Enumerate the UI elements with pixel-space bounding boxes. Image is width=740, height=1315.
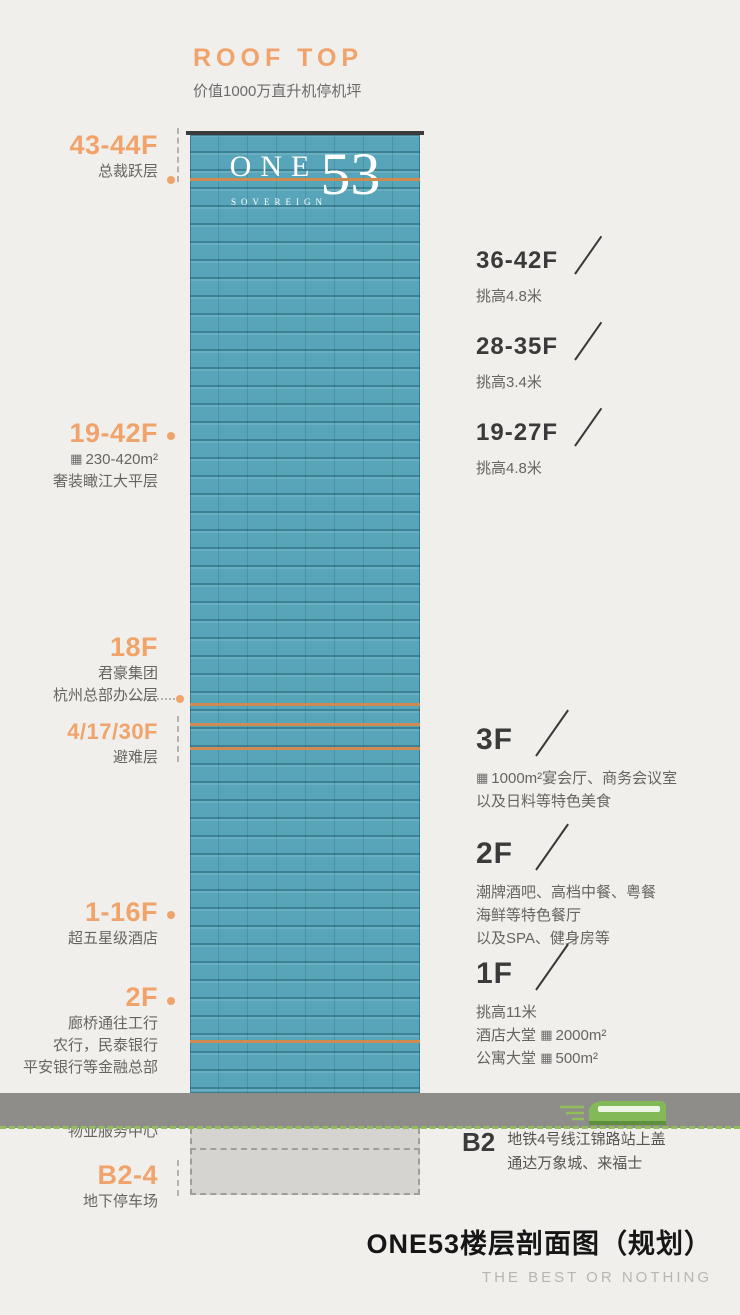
roof-title: ROOF TOP	[193, 44, 364, 72]
leader-dot	[176, 695, 184, 703]
slash-line	[574, 235, 603, 275]
building-logo: ONE 53 SOVEREIGN	[190, 141, 420, 207]
accent-floor-line	[190, 747, 420, 750]
slash-line	[535, 823, 569, 871]
slash-line	[574, 321, 603, 361]
floor-range: 4/17/30F	[67, 719, 158, 744]
area-icon: ▦	[540, 1027, 553, 1042]
right-label-2f: 2F 潮牌酒吧、高档中餐、粤餐 海鲜等特色餐厅 以及SPA、健身房等	[476, 823, 656, 950]
leader-line	[177, 1160, 179, 1196]
floor-range: 36-42F	[476, 235, 603, 276]
leader-line	[177, 716, 179, 762]
train-icon	[558, 1096, 670, 1133]
diagram-title: ONE53楼层剖面图（规划）	[366, 1229, 712, 1259]
station-code: B2	[462, 1127, 496, 1157]
left-label-b2-4: B2-4 地下停车场	[0, 1160, 158, 1213]
floor-range: 19-42F	[69, 418, 158, 448]
basement-outline	[190, 1128, 420, 1195]
leader-dot	[167, 997, 175, 1005]
leader-dot	[167, 432, 175, 440]
floor-range: 18F	[109, 632, 158, 662]
basement-divider	[190, 1148, 420, 1150]
area-icon: ▦	[70, 451, 83, 466]
accent-floor-line	[190, 1040, 420, 1043]
floor-range: 1-16F	[84, 897, 158, 927]
roof-line	[186, 131, 424, 135]
subway-station-label: B2 地铁4号线江锦路站上盖 通达万象城、来福士	[462, 1127, 666, 1172]
floor-range: 19-27F	[476, 407, 603, 448]
leader-line	[177, 128, 179, 182]
floor-range: 3F	[476, 709, 569, 758]
left-label-19-42f: 19-42F ▦ 230-420m² 奢装瞰江大平层	[0, 418, 158, 493]
right-label-1f: 1F 挑高11米 酒店大堂 ▦ 2000m² 公寓大堂 ▦ 500m²	[476, 943, 606, 1070]
floor-range: 2F	[125, 982, 158, 1012]
diagram-slogan: THE BEST OR NOTHING	[481, 1269, 712, 1286]
left-label-1-16f: 1-16F 超五星级酒店	[0, 897, 158, 950]
leader-line	[122, 698, 182, 700]
building-tower: ONE 53 SOVEREIGN	[190, 135, 420, 1093]
left-label-18f: 18F 君豪集团 杭州总部办公层	[0, 632, 158, 707]
right-label-19-27f: 19-27F 挑高4.8米	[476, 407, 603, 480]
slash-line	[535, 709, 569, 757]
floor-range: 28-35F	[476, 321, 603, 362]
logo-sovereign-text: SOVEREIGN	[231, 197, 327, 207]
logo-53-text: 53	[320, 141, 381, 207]
right-label-28-35f: 28-35F 挑高3.4米	[476, 321, 603, 394]
floor-range: 43-44F	[69, 130, 158, 160]
area-icon: ▦	[540, 1050, 553, 1065]
roof-description: 价值1000万直升机停机坪	[193, 83, 362, 100]
area-icon: ▦	[476, 770, 489, 785]
floor-range: 2F	[476, 823, 569, 872]
floor-range: B2-4	[97, 1160, 158, 1190]
diagram-title-block: ONE53楼层剖面图（规划） THE BEST OR NOTHING	[366, 1222, 712, 1286]
slash-line	[535, 943, 569, 991]
leader-dot	[167, 911, 175, 919]
leader-dot	[167, 176, 175, 184]
accent-floor-line	[190, 178, 420, 181]
floor-range: 1F	[476, 943, 569, 992]
right-label-3f: 3F ▦ 1000m²宴会厅、商务会议室 以及日料等特色美食	[476, 709, 677, 813]
left-label-43-44f: 43-44F 总裁跃层	[0, 130, 158, 183]
left-label-2f: 2F 廊桥通往工行 农行，民泰银行 平安银行等金融总部	[0, 982, 158, 1079]
logo-one-text: ONE	[229, 150, 319, 183]
slash-line	[574, 407, 603, 447]
left-label-refuge: 4/17/30F 避难层	[0, 716, 158, 769]
accent-floor-line	[190, 723, 420, 726]
right-label-36-42f: 36-42F 挑高4.8米	[476, 235, 603, 308]
accent-floor-line	[190, 703, 420, 706]
subway-dashed-line	[0, 1126, 740, 1129]
